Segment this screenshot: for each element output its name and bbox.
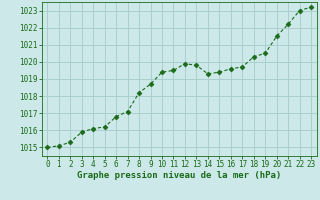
X-axis label: Graphe pression niveau de la mer (hPa): Graphe pression niveau de la mer (hPa) <box>77 171 281 180</box>
